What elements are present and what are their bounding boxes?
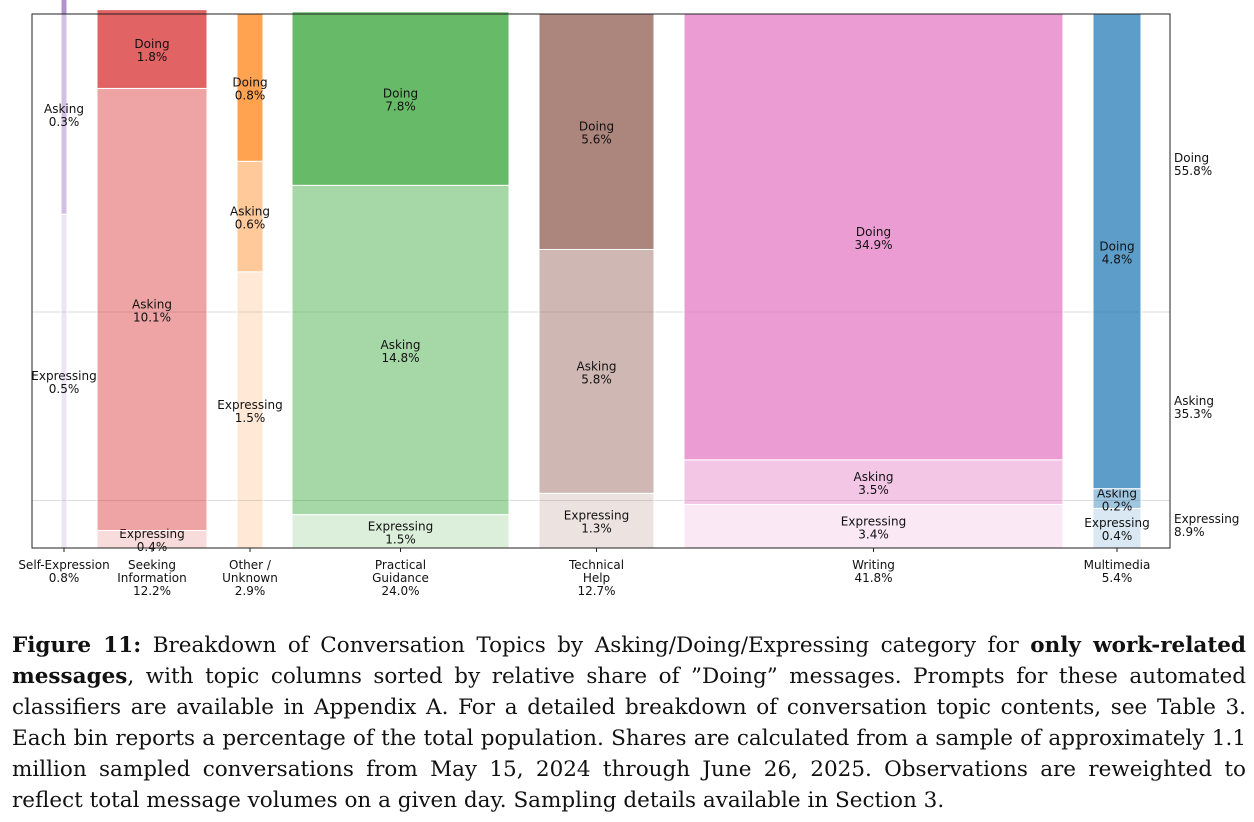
right-total-value: 55.8% bbox=[1174, 164, 1212, 178]
segment-label-name: Expressing bbox=[564, 509, 629, 523]
segment-label-name: Asking bbox=[132, 297, 172, 311]
x-tick-label: Technical bbox=[568, 558, 624, 572]
segment-label-name: Expressing bbox=[368, 519, 433, 533]
x-tick-label: 0.8% bbox=[49, 571, 80, 585]
segment-label-name: Asking bbox=[577, 359, 617, 373]
x-tick-label: 12.7% bbox=[577, 584, 615, 598]
segment-label-value: 0.5% bbox=[49, 382, 80, 396]
x-tick-label: Practical bbox=[375, 558, 426, 572]
segment-label-name: Doing bbox=[383, 87, 418, 101]
x-tick-label: 41.8% bbox=[854, 571, 892, 585]
caption-bold: only work-related messages bbox=[12, 633, 1246, 689]
right-total-value: 8.9% bbox=[1174, 525, 1205, 539]
x-tick-label: Seeking bbox=[128, 558, 176, 572]
x-tick-label: Guidance bbox=[372, 571, 429, 585]
segment-label-name: Asking bbox=[1097, 487, 1137, 501]
figure-caption: Figure 11: Breakdown of Conversation Top… bbox=[12, 630, 1246, 816]
segment-label-name: Expressing bbox=[1084, 516, 1149, 530]
segment-label-value: 14.8% bbox=[381, 351, 419, 365]
x-tick-label: Other / bbox=[229, 558, 272, 572]
x-tick-label: 2.9% bbox=[235, 584, 266, 598]
mosaic-chart: Expressing0.5%Asking0.3%Doing0.1%Express… bbox=[18, 0, 1239, 598]
x-tick-label: Writing bbox=[852, 558, 895, 572]
segment-label-name: Asking bbox=[44, 102, 84, 116]
caption-label: Figure 11: bbox=[12, 633, 142, 658]
segment-doing-1 bbox=[96, 9, 208, 89]
segment-label-value: 0.6% bbox=[235, 218, 266, 232]
segment-doing-4 bbox=[538, 13, 655, 250]
segment-label-name: Asking bbox=[854, 470, 894, 484]
segment-label-name: Doing bbox=[856, 225, 891, 239]
segment-label-name: Doing bbox=[579, 120, 614, 134]
x-tick-label: 12.2% bbox=[133, 584, 171, 598]
x-axis-labels: Self-Expression0.8%SeekingInformation12.… bbox=[18, 548, 1150, 598]
x-tick-label: Self-Expression bbox=[18, 558, 109, 572]
segment-label-name: Doing bbox=[1099, 239, 1134, 253]
x-tick-label: 5.4% bbox=[1102, 571, 1133, 585]
segment-label-value: 0.4% bbox=[137, 540, 168, 554]
segment-label-value: 0.8% bbox=[235, 89, 266, 103]
segment-asking-2 bbox=[236, 160, 264, 273]
caption-text-b: , with topic columns sorted by relative … bbox=[12, 664, 1246, 813]
segment-label-value: 5.6% bbox=[581, 133, 612, 147]
segment-label-name: Asking bbox=[381, 338, 421, 352]
segment-label-value: 0.2% bbox=[1102, 500, 1133, 514]
segment-expressing-3 bbox=[291, 514, 510, 549]
segment-expressing-4 bbox=[538, 492, 655, 549]
segment-label-name: Doing bbox=[232, 76, 267, 90]
segment-doing-3 bbox=[291, 11, 510, 186]
segment-label-value: 4.8% bbox=[1102, 252, 1133, 266]
segment-label-value: 7.8% bbox=[385, 100, 416, 114]
segment-label-value: 1.5% bbox=[235, 411, 266, 425]
plot-frame bbox=[31, 13, 1171, 549]
x-tick-label: Unknown bbox=[222, 571, 278, 585]
segment-label-value: 1.3% bbox=[581, 522, 612, 536]
segment-label-value: 3.4% bbox=[858, 527, 889, 541]
segment-label-value: 10.1% bbox=[133, 310, 171, 324]
segment-doing-2 bbox=[236, 13, 264, 162]
segment-label-value: 1.8% bbox=[137, 50, 168, 64]
segment-asking-5 bbox=[683, 459, 1064, 506]
right-total-value: 35.3% bbox=[1174, 407, 1212, 421]
segment-asking-4 bbox=[538, 248, 655, 494]
x-tick-label: Help bbox=[583, 571, 610, 585]
x-tick-label: 24.0% bbox=[381, 584, 419, 598]
right-total-name: Doing bbox=[1174, 151, 1209, 165]
x-tick-label: Multimedia bbox=[1084, 558, 1151, 572]
segment-label-name: Expressing bbox=[841, 514, 906, 528]
segment-label-value: 34.9% bbox=[854, 238, 892, 252]
x-tick-label: Information bbox=[117, 571, 186, 585]
right-total-name: Expressing bbox=[1174, 512, 1239, 526]
segment-label-value: 0.4% bbox=[1102, 529, 1133, 543]
segment-expressing-5 bbox=[683, 504, 1064, 549]
segment-label-name: Expressing bbox=[31, 369, 96, 383]
segment-label-name: Doing bbox=[134, 37, 169, 51]
segment-label-name: Expressing bbox=[217, 398, 282, 412]
segment-label-value: 0.3% bbox=[49, 115, 80, 129]
segment-label-value: 1.5% bbox=[385, 532, 416, 546]
right-total-name: Asking bbox=[1174, 394, 1214, 408]
segment-label-name: Asking bbox=[230, 205, 270, 219]
segment-doing-0 bbox=[60, 0, 68, 15]
segment-asking-3 bbox=[291, 184, 510, 516]
segment-label-value: 5.8% bbox=[581, 372, 612, 386]
caption-text-a: Breakdown of Conversation Topics by Aski… bbox=[152, 633, 1019, 658]
mosaic-columns: Expressing0.5%Asking0.3%Doing0.1%Express… bbox=[31, 0, 1150, 554]
segment-label-value: 3.5% bbox=[858, 483, 889, 497]
